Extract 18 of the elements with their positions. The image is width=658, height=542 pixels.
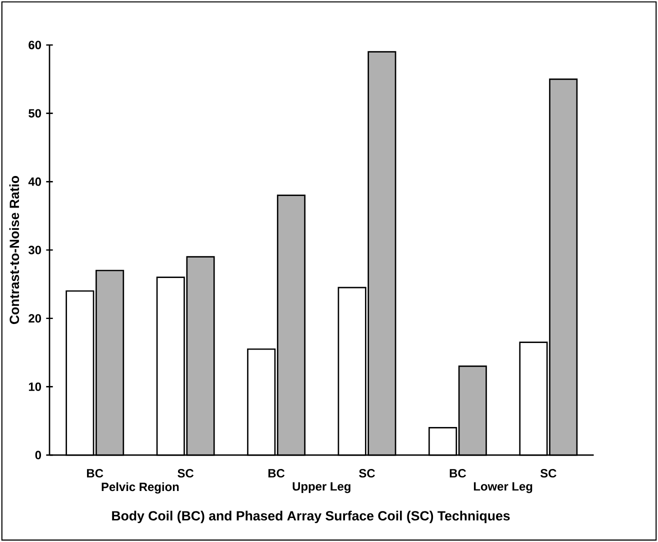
- y-axis-title: Contrast-to-Noise Ratio: [9, 176, 20, 324]
- text: Lower Leg: [474, 482, 532, 494]
- x-tick-label: BC: [268, 469, 285, 478]
- y-tick-label: 40: [28, 177, 42, 186]
- x-tick-label: SC: [540, 469, 556, 478]
- y-tick-label: 20: [28, 314, 42, 323]
- x-tick-label: SC: [359, 469, 375, 478]
- text: Pelvic Region: [102, 482, 179, 494]
- y-tick-label: 0: [35, 450, 42, 460]
- x-axis-title: Body Coil (BC) and Phased Array Surface Coil (SC) Techniques: [112, 510, 510, 524]
- y-tick-label: 30: [28, 246, 42, 254]
- text: Upper Leg: [292, 482, 350, 494]
- y-tick-label: 10: [28, 382, 42, 391]
- y-tick-label: 60: [28, 40, 42, 50]
- y-tick-label: 50: [28, 109, 42, 118]
- x-tick-label: SC: [178, 469, 194, 478]
- x-tick-label: BC: [450, 469, 466, 478]
- x-tick-label: BC: [87, 469, 104, 478]
